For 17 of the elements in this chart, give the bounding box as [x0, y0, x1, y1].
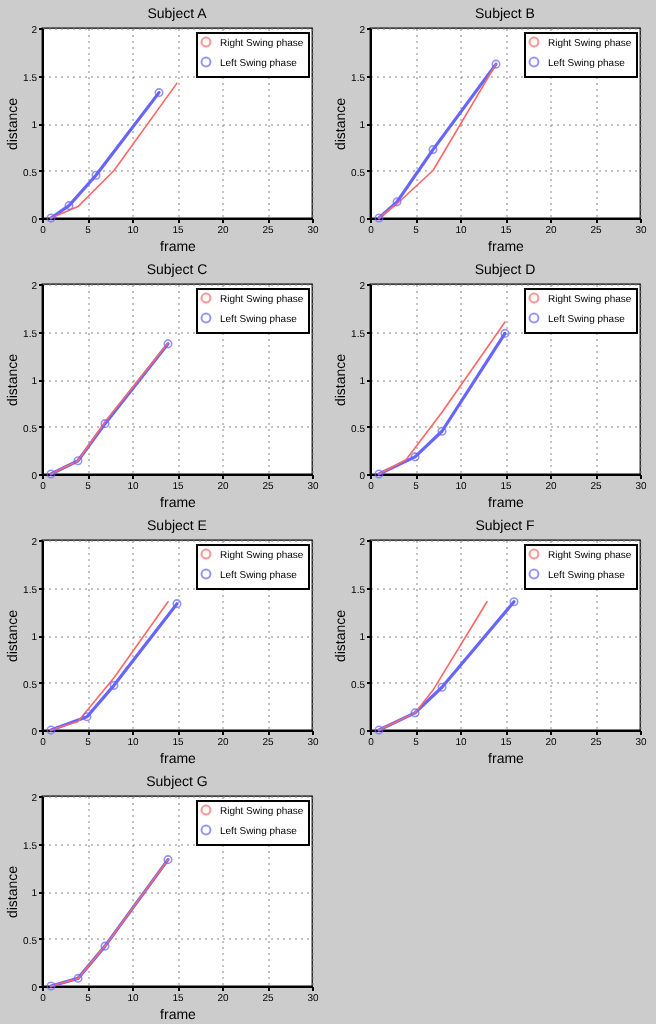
- point: [100, 941, 110, 951]
- point: [437, 426, 447, 436]
- point: [100, 419, 110, 429]
- line-series: [50, 82, 178, 219]
- point: [392, 197, 402, 207]
- point: [73, 456, 83, 466]
- point: [437, 682, 447, 692]
- line-series: [50, 600, 169, 731]
- point: [428, 145, 438, 155]
- point: [109, 680, 119, 690]
- point: [82, 712, 92, 722]
- point: [91, 170, 101, 180]
- line-series: [378, 600, 488, 731]
- point: [73, 973, 83, 983]
- point: [410, 452, 420, 462]
- point: [64, 201, 74, 211]
- point: [410, 708, 420, 718]
